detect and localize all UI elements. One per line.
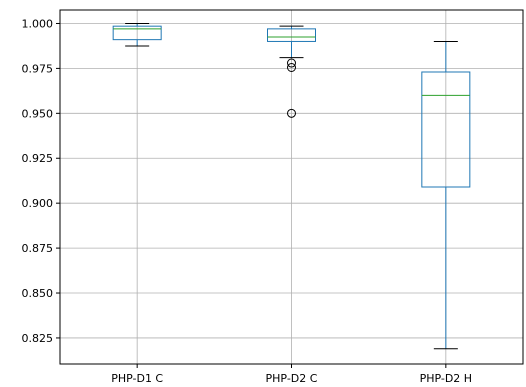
outlier-point [287,108,296,118]
outlier-point [287,63,296,73]
y-tick-label: 0.975 [22,62,54,75]
outlier-point [287,58,296,68]
tick-labels: 1.000 0.975 0.950 0.925 0.900 0.875 0.850 0.825… [22,17,473,385]
y-tick-label: 0.875 [22,242,54,255]
boxes [112,22,471,350]
y-tick-label: 1.000 [22,17,54,30]
iqr-box [112,25,162,41]
x-tick-label: PHP-D2 H [420,372,473,385]
iqr-box [267,28,316,42]
box-2 [267,25,316,118]
y-tick-label: 0.950 [22,107,54,120]
box-3 [421,40,471,350]
x-tick-label: PHP-D1 C [111,372,163,385]
iqr-box [421,71,471,188]
y-tick-label: 0.900 [22,197,54,210]
y-tick-label: 0.925 [22,152,54,165]
axis-ticks [56,22,447,368]
y-tick-label: 0.825 [22,332,54,345]
y-tick-label: 0.850 [22,287,54,300]
x-tick-label: PHP-D2 C [266,372,318,385]
box-1 [112,22,162,47]
